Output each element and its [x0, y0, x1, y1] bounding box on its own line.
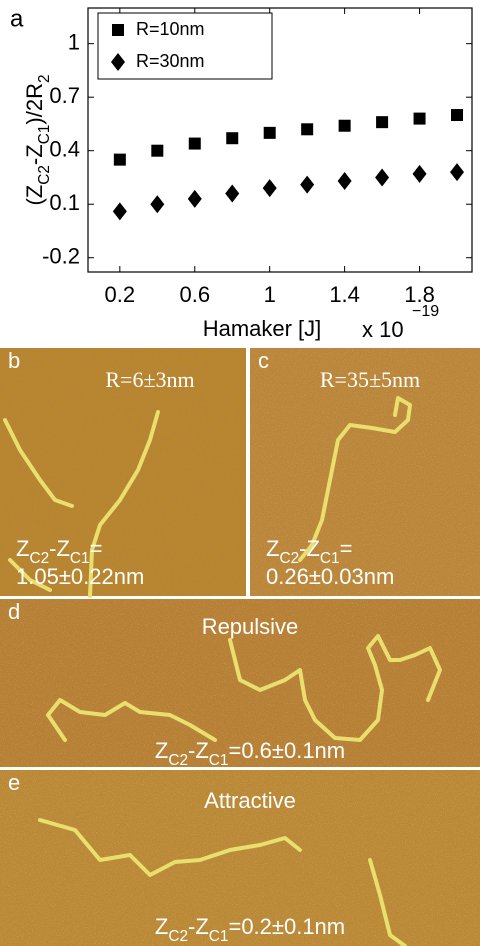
text-part: )/2R	[22, 83, 47, 125]
plot-frame	[87, 7, 473, 273]
texture	[250, 348, 480, 596]
text-part: C1	[70, 550, 90, 567]
text-part: -Z	[299, 536, 320, 561]
text-part: (Z	[22, 185, 47, 206]
marker	[375, 168, 390, 187]
x-multiplier: x 10	[362, 317, 404, 342]
dna-strand	[46, 698, 217, 742]
x-multiplier-exponent: −19	[412, 303, 439, 320]
text-part: -Z	[188, 914, 209, 939]
text-part: -Z	[22, 144, 47, 165]
panel-label: c	[258, 348, 269, 373]
x-tick-label: 0.2	[105, 282, 136, 307]
text-part: Z	[16, 536, 29, 561]
marker	[301, 123, 314, 136]
marker	[188, 137, 201, 150]
text-part: C2	[36, 165, 53, 185]
panel-title: R=6±3nm	[105, 367, 194, 392]
marker	[450, 163, 465, 182]
text-part: =	[90, 536, 103, 561]
y-axis-label: (ZC2-ZC1)/2R2	[22, 74, 53, 205]
annotation: ZC2-ZC1=0.6±0.1nm	[155, 738, 345, 769]
panel-label: a	[10, 5, 24, 32]
x-axis-label: Hamaker [J]	[203, 316, 322, 341]
legend-marker	[112, 24, 124, 36]
y-tick-label: 1	[68, 29, 80, 54]
annotation: ZC2-ZC1=	[266, 536, 352, 567]
panel-label: e	[8, 770, 20, 795]
marker	[337, 172, 352, 191]
y-tick-label: -0.2	[42, 244, 80, 269]
text-part: =0.6±0.1nm	[228, 738, 345, 763]
text-part: -Z	[49, 536, 70, 561]
texture	[0, 348, 246, 596]
marker	[262, 179, 277, 198]
legend-label: R=10nm	[136, 19, 205, 39]
text-part: -Z	[188, 738, 209, 763]
y-tick-label: 0.4	[49, 137, 80, 162]
dna-strand	[228, 634, 442, 742]
text-part: C1	[320, 550, 340, 567]
annotation: ZC2-ZC1=	[16, 536, 102, 567]
text-part: 2	[36, 74, 53, 83]
marker	[413, 112, 426, 125]
marker	[300, 175, 315, 194]
panel-title: R=35±5nm	[320, 367, 420, 392]
text-part: =0.2±0.1nm	[228, 914, 345, 939]
marker	[187, 189, 202, 208]
texture	[0, 599, 480, 767]
text-part: C2	[168, 928, 188, 945]
marker	[451, 109, 464, 122]
text-part: C1	[209, 752, 229, 769]
dna-strand	[3, 418, 74, 508]
panel-label: b	[8, 348, 20, 373]
x-tick-label: 1.4	[329, 282, 360, 307]
panel-label: d	[8, 599, 20, 624]
marker	[151, 144, 164, 157]
marker	[338, 119, 351, 132]
legend-label: R=30nm	[136, 51, 205, 71]
x-tick-label: 1	[264, 282, 276, 307]
text-part: Z	[155, 914, 168, 939]
marker	[150, 195, 165, 214]
marker	[263, 126, 276, 139]
text-part: C1	[36, 125, 53, 145]
panel-title: Repulsive	[202, 614, 299, 639]
text-part: C2	[168, 752, 188, 769]
annotation: ZC2-ZC1=0.2±0.1nm	[155, 914, 345, 945]
dna-strand	[298, 478, 332, 562]
text-part: C2	[279, 550, 299, 567]
marker	[376, 116, 389, 129]
dna-strand	[328, 396, 412, 482]
marker	[112, 202, 127, 221]
dna-strand	[88, 410, 160, 598]
text-part: C2	[29, 550, 49, 567]
text-part: Z	[155, 738, 168, 763]
panel-title: Attractive	[204, 788, 296, 813]
y-tick-label: 0.7	[49, 83, 80, 108]
text-part: 0.26±0.03nm	[266, 564, 394, 589]
text-part: Z	[266, 536, 279, 561]
text-part: =	[340, 536, 353, 561]
y-tick-label: 0.1	[49, 190, 80, 215]
x-tick-label: 1.8	[404, 282, 435, 307]
texture	[0, 770, 480, 946]
legend-box	[97, 12, 273, 80]
annotation: 0.26±0.03nm	[266, 564, 394, 589]
marker	[113, 153, 126, 166]
dna-strand	[8, 558, 52, 592]
afm-images	[0, 348, 480, 946]
marker	[412, 164, 427, 183]
marker	[225, 184, 240, 203]
legend-marker	[111, 53, 125, 71]
x-tick-label: 0.6	[179, 282, 210, 307]
text-part: C1	[209, 928, 229, 945]
marker	[226, 132, 239, 145]
annotation: 1.05±0.22nm	[16, 564, 144, 589]
text-part: 1.05±0.22nm	[16, 564, 144, 589]
dna-strand	[38, 818, 302, 877]
dna-strand	[368, 858, 407, 946]
